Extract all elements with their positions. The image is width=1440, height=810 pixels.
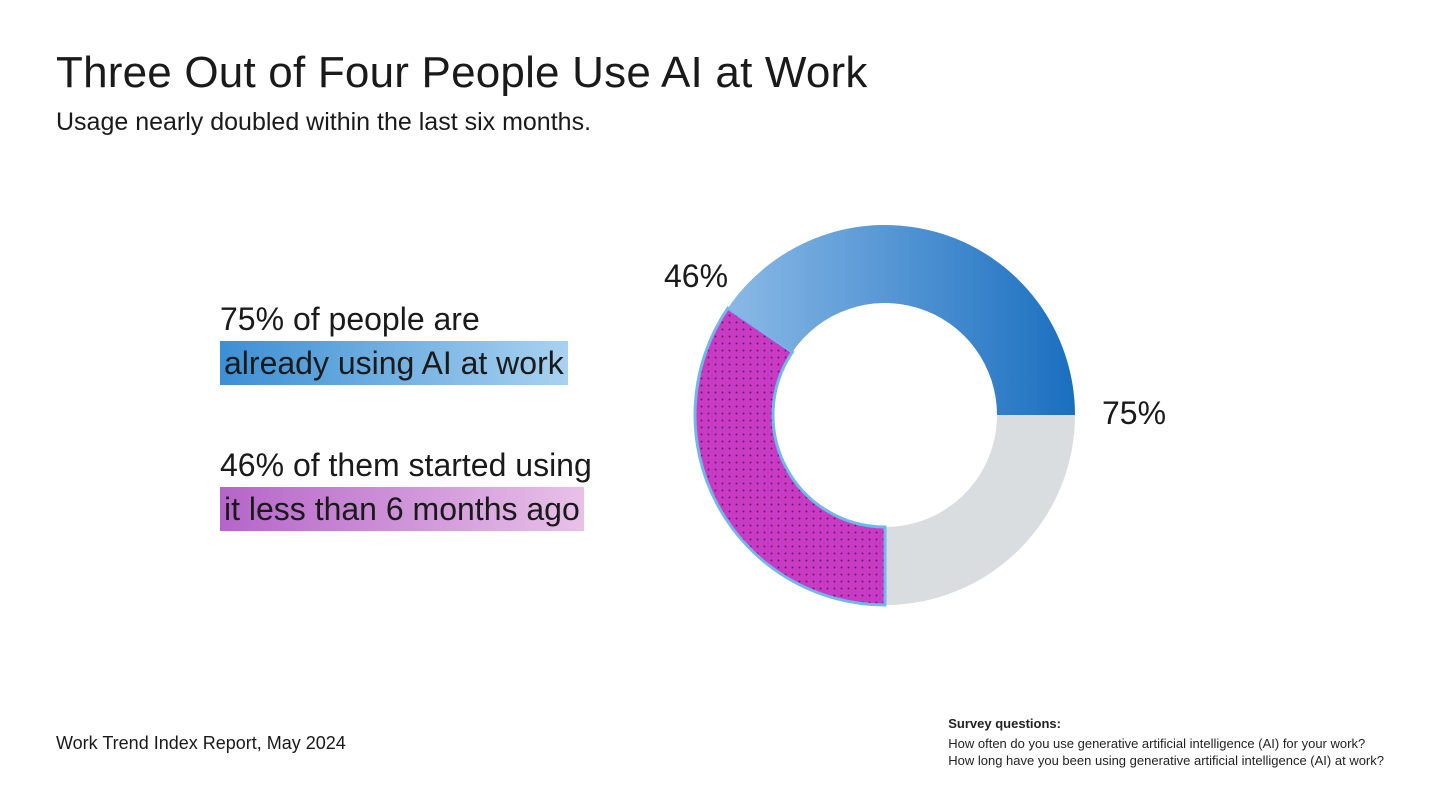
stat-using-ai-line1: 75% of people are <box>220 301 480 337</box>
survey-question-1: How often do you use generative artifici… <box>948 735 1384 753</box>
stat-recent-users-highlight: it less than 6 months ago <box>220 487 584 531</box>
donut-segment-not-using <box>885 415 1075 605</box>
survey-questions: Survey questions: How often do you use g… <box>948 715 1384 770</box>
page-subtitle: Usage nearly doubled within the last six… <box>56 108 591 137</box>
donut-label: 46% <box>664 258 728 295</box>
donut-segment-recent <box>695 308 885 605</box>
donut-label: 75% <box>1102 395 1166 432</box>
donut-segment-longer <box>728 225 1075 415</box>
stat-using-ai: 75% of people are already using AI at wo… <box>220 297 568 385</box>
stat-recent-users-line1: 46% of them started using <box>220 447 592 483</box>
survey-question-2: How long have you been using generative … <box>948 752 1384 770</box>
page-title: Three Out of Four People Use AI at Work <box>56 48 868 98</box>
stat-recent-users: 46% of them started using it less than 6… <box>220 443 592 531</box>
report-source: Work Trend Index Report, May 2024 <box>56 733 346 754</box>
stat-using-ai-highlight: already using AI at work <box>220 341 568 385</box>
donut-chart: 75%46% <box>670 200 1100 630</box>
survey-heading: Survey questions: <box>948 715 1384 733</box>
